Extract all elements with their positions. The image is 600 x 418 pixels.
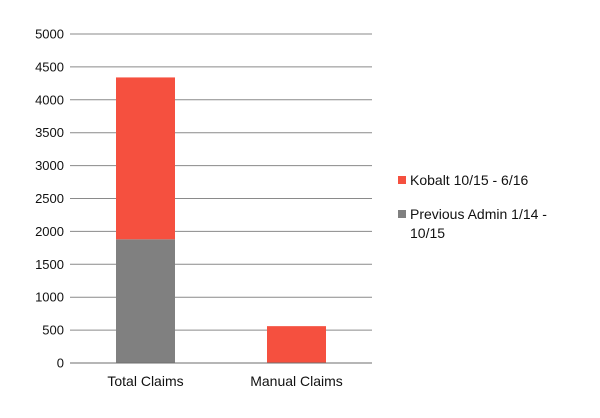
legend-swatch [398,176,406,184]
legend-label: Previous Admin 1/14 - 10/15 [410,206,547,241]
x-axis-category-labels: Total Claims Manual Claims [107,373,342,389]
y-tick-label: 0 [57,356,64,371]
legend: Kobalt 10/15 - 6/16 Previous Admin 1/14 -… [398,172,547,241]
y-tick-label: 3000 [35,158,64,173]
legend-label-line: Previous Admin 1/14 - [410,206,547,222]
y-tick-label: 2000 [35,224,64,239]
y-tick-label: 1500 [35,257,64,272]
gridlines [70,33,372,331]
bars [116,77,326,363]
y-tick-label: 500 [42,323,64,338]
bar-segment [116,77,175,240]
bar-segment [267,326,326,363]
x-category-label: Manual Claims [250,373,343,389]
legend-label-line: 10/15 [410,225,445,241]
x-category-label: Total Claims [107,373,183,389]
y-tick-label: 3500 [35,125,64,140]
y-tick-label: 4500 [35,59,64,74]
y-tick-label: 4000 [35,92,64,107]
y-tick-label: 2500 [35,191,64,206]
legend-label-line: Kobalt 10/15 - 6/16 [410,172,529,188]
legend-label: Kobalt 10/15 - 6/16 [410,172,529,188]
y-tick-label: 5000 [35,27,64,42]
y-axis-tick-labels: 0 500 1000 1500 2000 2500 3000 3500 4000 4500 5000 [35,27,64,371]
legend-swatch [398,210,406,218]
bar-segment [116,239,175,363]
y-tick-label: 1000 [35,290,64,305]
